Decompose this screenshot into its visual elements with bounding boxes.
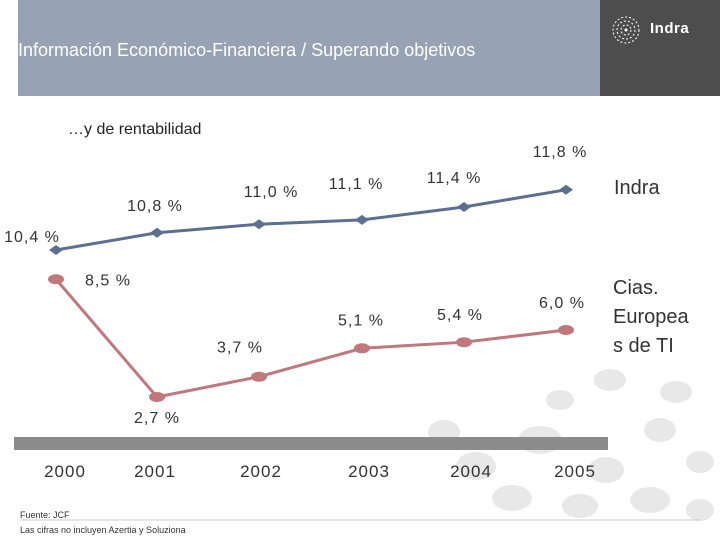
data-point-1-2004 — [456, 337, 472, 348]
data-point-0-2003 — [355, 214, 369, 225]
legend-label-indra: Indra — [614, 177, 660, 199]
data-point-1-2003 — [354, 343, 370, 354]
header-bar — [18, 0, 600, 96]
legend-label-cias: Cias. Europea s de TI — [613, 277, 694, 357]
series-line-0 — [55, 188, 567, 252]
data-label-0-2002: 11,0 % — [244, 184, 299, 201]
x-tick-label-2004: 2004 — [450, 462, 492, 481]
data-point-1-2002 — [251, 371, 267, 382]
data-label-0-2004: 11,4 % — [427, 170, 482, 187]
chart-subtitle: …y de rentabilidad — [68, 121, 202, 138]
x-tick-label-2003: 2003 — [348, 462, 390, 481]
data-point-1-2000 — [48, 274, 64, 285]
data-point-0-2000 — [49, 245, 63, 255]
logo-text: Indra — [650, 20, 690, 37]
data-label-1-2002: 3,7 % — [217, 340, 263, 357]
data-point-0-2001 — [150, 227, 164, 238]
data-point-1-2005 — [558, 325, 574, 336]
data-label-0-2003: 11,1 % — [329, 176, 384, 193]
data-point-1-2001 — [149, 392, 165, 402]
legend-indra-text: Indra — [614, 177, 660, 199]
x-axis-bar — [14, 437, 608, 450]
legend-cias-line2: Europea — [613, 306, 689, 328]
data-label-1-2001: 2,7 % — [134, 410, 180, 427]
data-label-1-2000: 8,5 % — [85, 272, 131, 289]
legend-cias-line1: Cias. — [613, 277, 659, 299]
x-tick-label-2001: 2001 — [134, 462, 176, 481]
data-point-0-2002 — [252, 219, 266, 230]
data-label-1-2004: 5,4 % — [437, 307, 483, 324]
data-point-0-2004 — [457, 202, 471, 212]
data-label-0-2005: 11,8 % — [533, 144, 588, 161]
series-line-1 — [54, 278, 567, 399]
page-title: Información Económico-Financiera / Super… — [18, 40, 476, 60]
x-tick-label-2002: 2002 — [240, 462, 282, 481]
logo-panel — [600, 0, 720, 96]
footer-note: Las cifras no incluyen Azertia y Soluzio… — [20, 525, 186, 535]
data-label-1-2003: 5,1 % — [338, 312, 384, 329]
data-label-1-2005: 6,0 % — [539, 295, 585, 312]
x-tick-label-2000: 2000 — [44, 462, 86, 481]
legend-cias-line3: s de TI — [613, 335, 674, 357]
data-label-0-2001: 10,8 % — [127, 198, 183, 215]
data-label-0-2000: 10,4 % — [4, 229, 60, 246]
footer-source: Fuente: JCF — [20, 510, 70, 520]
x-tick-label-2005: 2005 — [554, 462, 596, 481]
data-point-0-2005 — [559, 184, 573, 195]
